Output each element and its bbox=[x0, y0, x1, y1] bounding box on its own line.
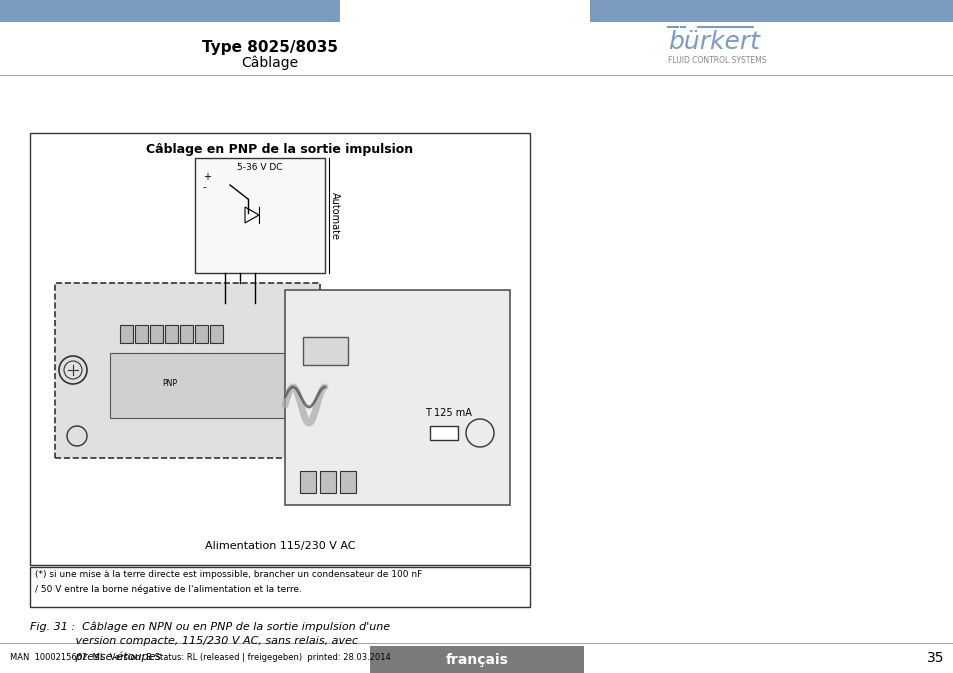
Text: T 125 mA: T 125 mA bbox=[424, 408, 472, 418]
Bar bbox=[135, 325, 148, 343]
Bar bbox=[30, 567, 530, 607]
Bar bbox=[110, 353, 294, 418]
Text: PNP: PNP bbox=[162, 378, 177, 388]
Text: (*) si une mise à la terre directe est impossible, brancher un condensateur de 1: (*) si une mise à la terre directe est i… bbox=[35, 570, 422, 579]
Text: FLUID CONTROL SYSTEMS: FLUID CONTROL SYSTEMS bbox=[667, 56, 765, 65]
Bar bbox=[55, 283, 319, 458]
Text: bürkert: bürkert bbox=[667, 30, 760, 54]
Bar bbox=[150, 325, 163, 343]
Text: Type 8025/8035: Type 8025/8035 bbox=[202, 40, 337, 55]
Bar bbox=[370, 646, 583, 673]
Bar bbox=[285, 290, 510, 505]
Text: Câblage: Câblage bbox=[241, 56, 298, 71]
Bar bbox=[210, 325, 223, 343]
Bar bbox=[319, 471, 335, 493]
Text: / 50 V entre la borne négative de l'alimentation et la terre.: / 50 V entre la borne négative de l'alim… bbox=[35, 584, 301, 594]
Text: MAN  1000215662  ML  Version: B Status: RL (released | freigegeben)  printed: 28: MAN 1000215662 ML Version: B Status: RL … bbox=[10, 653, 391, 662]
Bar bbox=[339, 471, 355, 493]
Bar bbox=[0, 0, 339, 22]
Text: 35: 35 bbox=[925, 651, 943, 665]
Bar bbox=[120, 325, 132, 343]
Bar bbox=[430, 426, 457, 440]
Text: Câblage en PNP de la sortie impulsion: Câblage en PNP de la sortie impulsion bbox=[146, 143, 414, 156]
Bar bbox=[194, 158, 325, 273]
Bar bbox=[194, 325, 208, 343]
Text: français: français bbox=[445, 653, 508, 667]
Bar bbox=[303, 337, 348, 365]
Text: Fig. 31 :  Câblage en NPN ou en PNP de la sortie impulsion d'une: Fig. 31 : Câblage en NPN ou en PNP de la… bbox=[30, 621, 390, 631]
Text: -: - bbox=[203, 182, 206, 192]
Bar bbox=[30, 133, 530, 565]
Text: 5-36 V DC: 5-36 V DC bbox=[237, 163, 282, 172]
Text: Automate: Automate bbox=[330, 192, 339, 240]
Text: version compacte, 115/230 V AC, sans relais, avec: version compacte, 115/230 V AC, sans rel… bbox=[30, 636, 357, 646]
Bar bbox=[299, 471, 315, 493]
Bar bbox=[589, 0, 953, 22]
Bar bbox=[180, 325, 193, 343]
Text: +: + bbox=[203, 172, 211, 182]
Text: Alimentation 115/230 V AC: Alimentation 115/230 V AC bbox=[205, 541, 355, 551]
Bar bbox=[165, 325, 178, 343]
Text: presse-étoupes: presse-étoupes bbox=[30, 651, 161, 662]
